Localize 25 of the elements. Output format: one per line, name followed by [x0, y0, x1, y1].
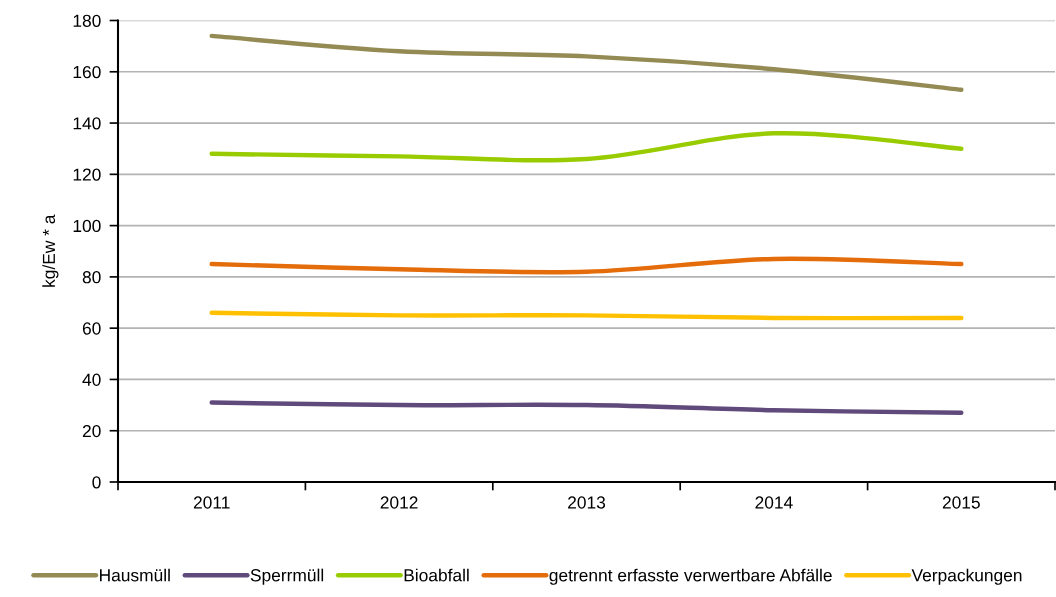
- legend-label: Verpackungen: [911, 568, 1022, 585]
- line-series: [209, 400, 964, 415]
- line-series: [209, 256, 964, 275]
- x-tick-label: 2015: [942, 496, 980, 509]
- y-tick-label: 40: [82, 373, 101, 386]
- y-tick-label: 80: [82, 271, 101, 284]
- legend-label: Bioabfall: [404, 568, 469, 582]
- line-series: [209, 131, 964, 163]
- line-series: [209, 33, 964, 92]
- legend-label: Hausmüll: [100, 568, 170, 582]
- y-axis-title: kg/Ew * a: [42, 214, 59, 287]
- y-tick-label: 160: [73, 65, 101, 79]
- x-tick-label: 2014: [755, 496, 793, 509]
- y-tick-label: 20: [82, 424, 101, 438]
- y-tick-label: 100: [73, 219, 101, 233]
- y-tick-label: 120: [73, 168, 101, 181]
- y-tick-label: 60: [82, 322, 101, 335]
- x-tick-label: 2012: [380, 496, 418, 509]
- x-tick-label: 2013: [568, 496, 606, 509]
- y-tick-label: 180: [73, 14, 101, 27]
- y-tick-label: 140: [73, 117, 101, 130]
- x-tick-label: 2011: [193, 496, 230, 509]
- y-tick-label: 0: [92, 476, 101, 489]
- legend-label: Sperrmüll: [250, 568, 324, 585]
- legend-label: getrennt erfasste verwertbare Abfälle: [549, 568, 832, 585]
